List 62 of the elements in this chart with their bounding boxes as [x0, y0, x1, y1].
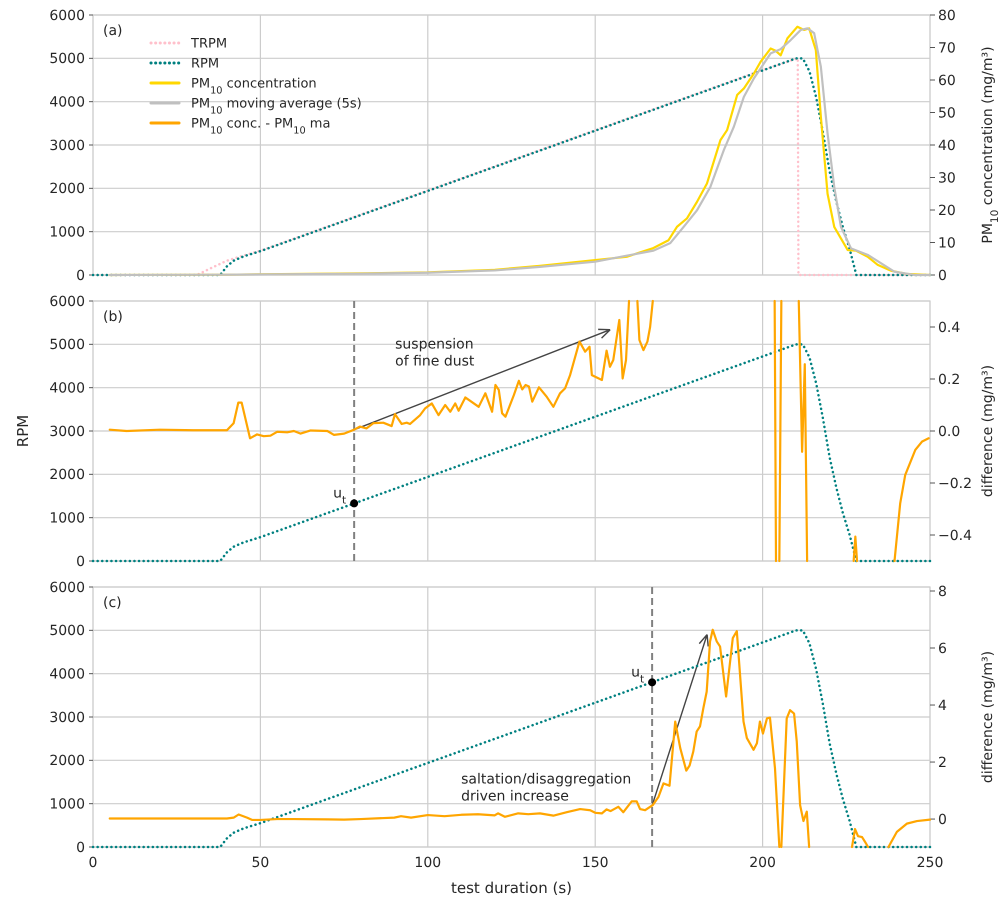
- y-tick-label: 0: [76, 554, 85, 570]
- x-axis-title: test duration (s): [451, 879, 572, 897]
- y2-tick-label: 6: [938, 640, 947, 657]
- y2-tick-label: 30: [938, 170, 956, 186]
- y-tick-label: 0: [76, 840, 85, 856]
- annotation: u$_{t}$: [333, 485, 346, 506]
- annotation: (a): [103, 23, 123, 39]
- y-tick-label: 3000: [49, 424, 85, 440]
- y-tick-label: 2000: [49, 467, 85, 484]
- y2-tick-label: 8: [938, 584, 947, 600]
- y-tick-label: 1000: [49, 510, 85, 527]
- y-axis-title: RPM: [14, 414, 32, 448]
- y-tick-label: 4000: [49, 666, 85, 683]
- legend-label: PM$_{10}$ concentration: [191, 76, 317, 96]
- y2-tick-label: 4: [938, 698, 947, 714]
- y-tick-label: 0: [76, 268, 85, 284]
- legend-label: TRPM: [190, 36, 228, 52]
- y-tick-label: 3000: [49, 138, 85, 154]
- y2-tick-label: 0.4: [938, 320, 960, 336]
- y-tick-label: 6000: [49, 8, 85, 24]
- annotation: (b): [103, 309, 123, 325]
- legend-label: PM$_{10}$ moving average (5s): [191, 96, 362, 116]
- text: PM$_{10}$ conc. - PM$_{10}$ ma: [191, 116, 330, 136]
- x-tick-label: 250: [916, 855, 944, 871]
- y-tick-label: 1000: [49, 224, 85, 241]
- y2-tick-label: 20: [938, 202, 956, 219]
- annotation: (c): [103, 595, 122, 611]
- y-tick-label: 6000: [49, 580, 85, 596]
- y2-tick-label: 60: [938, 72, 956, 89]
- y2-tick-label: 80: [938, 8, 956, 24]
- y2-tick-label: 0.2: [938, 372, 960, 388]
- y-tick-label: 5000: [49, 51, 85, 68]
- y-tick-label: 2000: [49, 753, 85, 770]
- y-tick-label: 5000: [49, 337, 85, 354]
- y2-tick-label: 70: [938, 40, 956, 56]
- y2-tick-label: 0: [938, 268, 947, 284]
- y-tick-label: 1000: [49, 796, 85, 813]
- y2-tick-label: 2: [938, 754, 947, 771]
- y-tick-label: 4000: [49, 94, 85, 111]
- y-tick-label: 4000: [49, 380, 85, 397]
- annotation: saltation/disaggregation driven increase: [461, 772, 632, 805]
- x-tick-label: 0: [88, 855, 98, 871]
- annotation: suspension of fine dust: [395, 336, 475, 370]
- x-tick-label: 150: [582, 855, 609, 871]
- y-tick-label: 3000: [49, 710, 85, 726]
- y2-tick-label: −0.2: [938, 476, 972, 492]
- x-tick-label: 100: [414, 855, 442, 871]
- y2-tick-label: 0.0: [938, 424, 960, 440]
- y-tick-label: 5000: [49, 623, 85, 640]
- y-tick-label: 6000: [49, 294, 85, 310]
- y2-axis-title: difference (mg/m³): [980, 364, 996, 498]
- y2-tick-label: 40: [938, 138, 956, 154]
- y2-tick-label: 50: [938, 105, 956, 122]
- x-tick-label: 50: [251, 855, 270, 871]
- annotation: u$_{t}$: [631, 664, 644, 686]
- y-tick-label: 2000: [49, 181, 85, 198]
- y2-tick-label: −0.4: [938, 528, 972, 544]
- y2-tick-label: 0: [938, 812, 947, 828]
- y2-axis-title: difference (mg/m³): [980, 650, 996, 784]
- y2-tick-label: 10: [938, 235, 956, 252]
- x-tick-label: 200: [749, 855, 776, 871]
- legend-label: RPM: [191, 56, 220, 72]
